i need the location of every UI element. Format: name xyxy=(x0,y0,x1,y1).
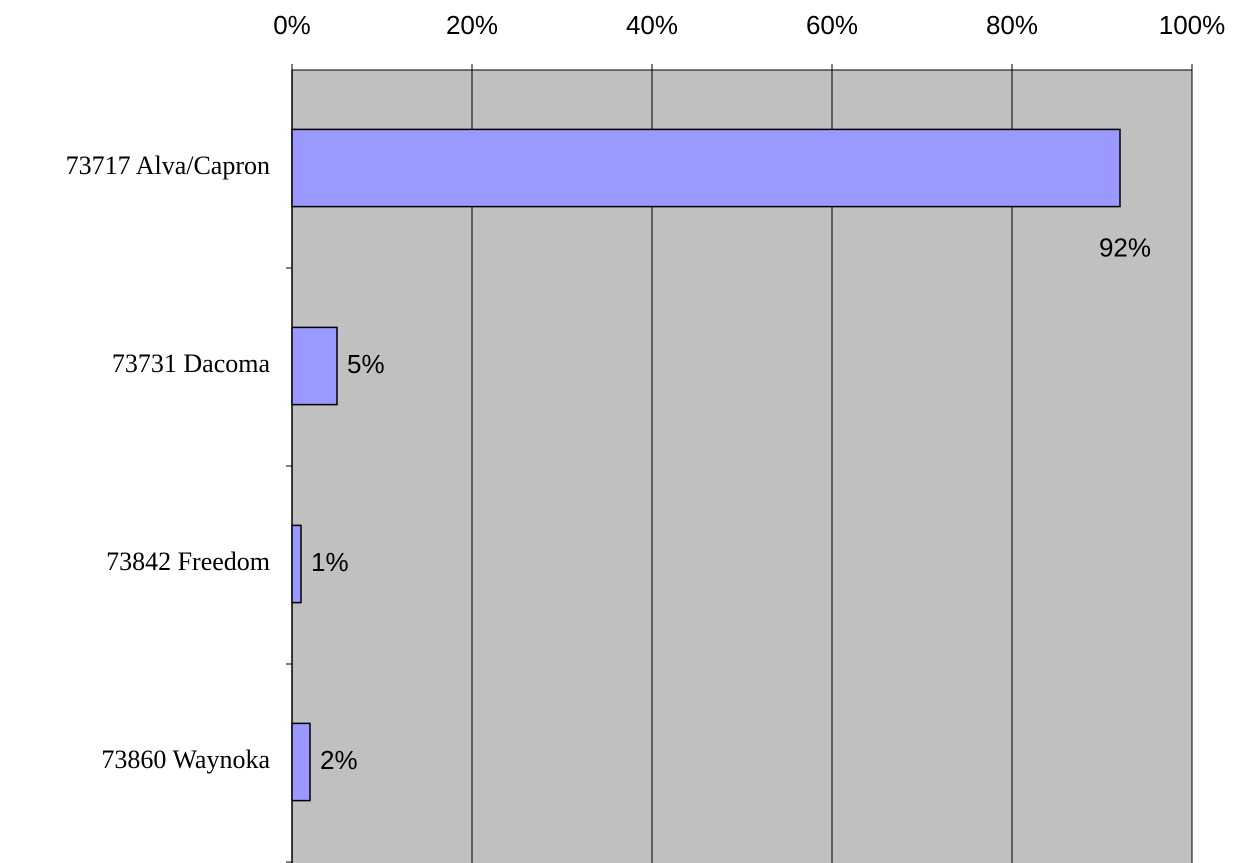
data-label: 92% xyxy=(1099,232,1151,262)
y-tick-label: 73842 Freedom xyxy=(106,547,270,576)
bar xyxy=(291,128,1121,208)
y-tick-label: 73717 Alva/Capron xyxy=(66,151,270,180)
x-tick-label: 60% xyxy=(806,10,858,40)
y-tick-label: 73860 Waynoka xyxy=(101,745,270,774)
data-label: 5% xyxy=(347,349,385,379)
x-tick-label: 40% xyxy=(626,10,678,40)
x-tick-label: 20% xyxy=(446,10,498,40)
x-tick-label: 100% xyxy=(1159,10,1226,40)
bar xyxy=(291,524,302,604)
data-label: 1% xyxy=(311,547,349,577)
x-tick-label: 80% xyxy=(986,10,1038,40)
x-tick-label: 0% xyxy=(273,10,311,40)
bar xyxy=(291,722,311,802)
y-tick-label: 73731 Dacoma xyxy=(112,349,271,378)
bar xyxy=(291,326,338,406)
data-label: 2% xyxy=(320,745,358,775)
